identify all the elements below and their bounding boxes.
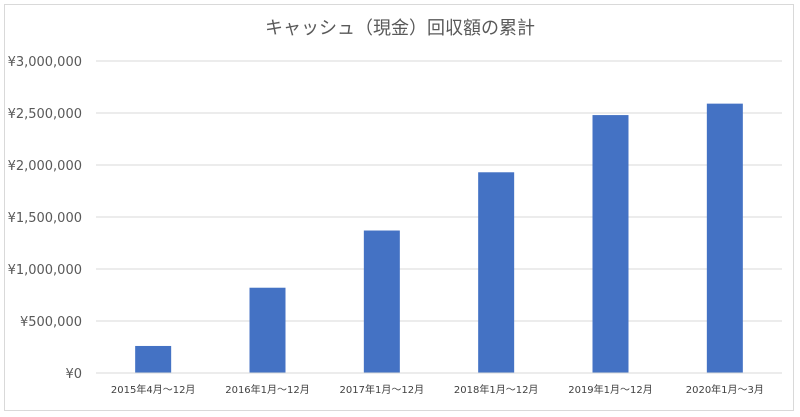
bar	[706, 103, 743, 373]
bar	[135, 345, 172, 373]
y-tick-label: ¥1,500,000	[8, 211, 82, 226]
bar	[249, 287, 286, 373]
x-category-label: 2015年4月～12月	[111, 383, 196, 396]
gridlines	[96, 60, 782, 322]
bar	[363, 230, 400, 373]
chart-title: キャッシュ（現金）回収額の累計	[265, 18, 535, 39]
y-tick-label: ¥500,000	[20, 315, 82, 330]
y-tick-label: ¥2,000,000	[8, 159, 82, 174]
x-category-label: 2020年1月～3月	[686, 383, 764, 396]
bar	[478, 172, 515, 373]
y-tick-label: ¥0	[65, 367, 82, 382]
y-axis-tick-labels: ¥0 ¥500,000 ¥1,000,000 ¥1,500,000 ¥2,000,000…	[8, 55, 82, 382]
y-tick-label: ¥1,000,000	[8, 263, 82, 278]
bars	[135, 103, 743, 373]
x-category-label: 2017年1月～12月	[340, 383, 425, 396]
y-tick-label: ¥2,500,000	[8, 107, 82, 122]
x-axis-category-labels: 2015年4月～12月 2016年1月～12月 2017年1月～12月 2018年1月…	[111, 383, 764, 396]
x-category-label: 2019年1月～12月	[568, 383, 653, 396]
y-tick-label: ¥3,000,000	[8, 55, 82, 70]
bar	[592, 115, 629, 373]
x-category-label: 2018年1月～12月	[454, 383, 539, 396]
x-category-label: 2016年1月～12月	[225, 383, 310, 396]
